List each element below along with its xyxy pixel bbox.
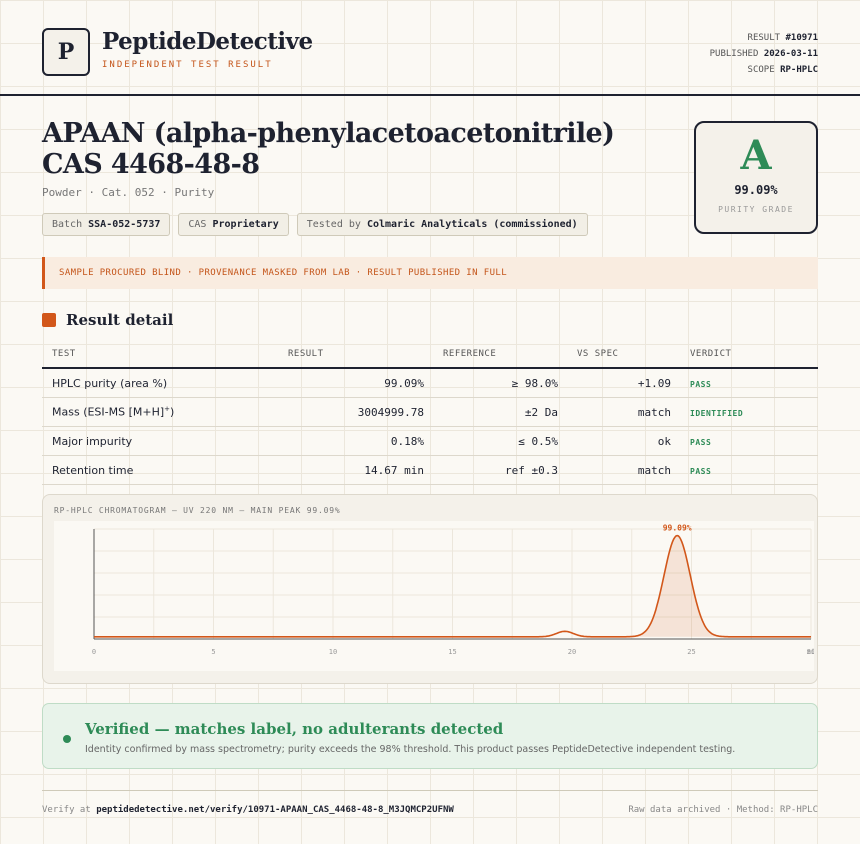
- cell-reference: ref ±0.3: [505, 463, 558, 477]
- result-table: TEST RESULT REFERENCE VS SPEC VERDICT HP…: [42, 340, 818, 485]
- verified-title: Verified — matches label, no adulterants…: [85, 720, 504, 738]
- grade-value: 99.09%: [734, 183, 778, 197]
- product-title: APAAN (alpha-phenylacetoacetonitrile) CA…: [42, 118, 615, 180]
- logo-mark: P: [42, 28, 90, 76]
- tested-by-chip: Tested by Colmaric Analyticals (commissi…: [296, 213, 588, 236]
- cell-reference: ≤ 0.5%: [518, 434, 558, 448]
- blind-sample-banner: SAMPLE PROCURED BLIND · PROVENANCE MASKE…: [42, 257, 818, 289]
- section-title: Result detail: [66, 311, 174, 329]
- product-chips: Batch SSA-052-5737 CAS Proprietary Teste…: [42, 213, 588, 236]
- table-row: Retention time 14.67 min ref ±0.3 match …: [42, 456, 818, 485]
- chromatogram-trace: [94, 534, 811, 638]
- meta-scope: SCOPE RP-HPLC: [747, 65, 818, 75]
- cell-verdict: PASS: [671, 435, 818, 448]
- x-tick-label: 0: [92, 648, 96, 656]
- grade-letter: A: [740, 132, 772, 179]
- cell-result: 0.18%: [390, 434, 424, 448]
- table-row: HPLC purity (area %) 99.09% ≥ 98.0% +1.0…: [42, 369, 818, 398]
- brand-tagline: INDEPENDENT TEST RESULT: [102, 60, 273, 70]
- cell-verdict: PASS: [671, 377, 818, 390]
- cell-vs-spec: match: [637, 405, 671, 419]
- main-peak-fill: [637, 535, 717, 637]
- table-row: Mass (ESI-MS [M+H]+) 3004999.78 ±2 Da ma…: [42, 398, 818, 427]
- cell-result: 99.09%: [384, 376, 424, 390]
- peak-label: 99.09%: [663, 524, 692, 533]
- verify-prefix: Verify at: [42, 805, 91, 815]
- cell-verdict: IDENTIFIED: [671, 406, 818, 419]
- col-result: RESULT: [288, 348, 324, 359]
- table-header: TEST RESULT REFERENCE VS SPEC VERDICT: [42, 340, 818, 369]
- grade-label: PURITY GRADE: [718, 205, 794, 214]
- col-verdict: VERDICT: [690, 348, 732, 359]
- cell-test: Mass (ESI-MS [M+H]+): [52, 405, 175, 419]
- result-detail-heading: Result detail: [42, 311, 173, 329]
- cas-chip: CAS Proprietary: [178, 213, 289, 236]
- col-vs-spec: VS SPEC: [577, 348, 619, 359]
- chromatogram-panel: RP-HPLC CHROMATOGRAM — UV 220 NM — MAIN …: [42, 494, 818, 684]
- verdict-badge: PASS: [690, 466, 712, 476]
- chromatogram-chart: 99.09% 0 5 10 15 20 25 30min: [54, 521, 814, 671]
- chromatogram-title: RP-HPLC CHROMATOGRAM — UV 220 NM — MAIN …: [54, 506, 341, 515]
- x-tick-label: 30: [807, 648, 814, 656]
- batch-chip: Batch SSA-052-5737: [42, 213, 171, 236]
- product-subtitle: Powder · Cat. 052 · Purity: [42, 186, 215, 199]
- result-meta: RESULT #10971 PUBLISHED 2026-03-11 SCOPE…: [710, 30, 818, 78]
- table-row: Major impurity 0.18% ≤ 0.5% ok PASS: [42, 427, 818, 456]
- meta-result: RESULT #10971: [747, 33, 818, 43]
- plot-background: [54, 521, 814, 671]
- verdict-badge: PASS: [690, 437, 712, 447]
- cell-result: 3004999.78: [357, 405, 424, 419]
- purity-grade-card: A 99.09% PURITY GRADE: [694, 121, 818, 234]
- verified-description: Identity confirmed by mass spectrometry;…: [85, 744, 736, 755]
- verdict-badge: IDENTIFIED: [690, 408, 744, 418]
- cell-reference: ≥ 98.0%: [511, 376, 558, 390]
- verdict-badge: PASS: [690, 379, 712, 389]
- cell-result: 14.67 min: [364, 463, 424, 477]
- verify-link[interactable]: peptidedetective.net/verify/10971-APAAN_…: [96, 805, 454, 815]
- cell-vs-spec: match: [637, 463, 671, 477]
- x-axis-unit: min: [807, 648, 814, 656]
- cell-test: Major impurity: [52, 434, 133, 448]
- banner-text: SAMPLE PROCURED BLIND · PROVENANCE MASKE…: [59, 268, 508, 278]
- report-header: P PeptideDetective INDEPENDENT TEST RESU…: [0, 0, 860, 96]
- report-footer: Verify at peptidedetective.net/verify/10…: [42, 790, 818, 815]
- verified-panel: Verified — matches label, no adulterants…: [42, 703, 818, 769]
- cell-reference: ±2 Da: [524, 405, 558, 419]
- section-marker-icon: [42, 313, 56, 327]
- x-tick-label: 25: [687, 648, 695, 656]
- x-tick-label: 10: [329, 648, 337, 656]
- x-tick-label: 5: [211, 648, 215, 656]
- brand-name: PeptideDetective: [102, 28, 313, 55]
- cell-vs-spec: ok: [657, 434, 671, 448]
- x-tick-label: 20: [568, 648, 576, 656]
- archive-note: Raw data archived · Method: RP-HPLC: [628, 805, 818, 815]
- cell-test: Retention time: [52, 463, 134, 477]
- meta-published: PUBLISHED 2026-03-11: [709, 49, 818, 59]
- cell-test: HPLC purity (area %): [52, 376, 168, 390]
- x-tick-label: 15: [448, 648, 456, 656]
- verified-dot-icon: [63, 735, 71, 743]
- col-reference: REFERENCE: [443, 348, 497, 359]
- cell-vs-spec: +1.09: [637, 376, 671, 390]
- col-test: TEST: [52, 348, 76, 359]
- cell-verdict: PASS: [671, 464, 818, 477]
